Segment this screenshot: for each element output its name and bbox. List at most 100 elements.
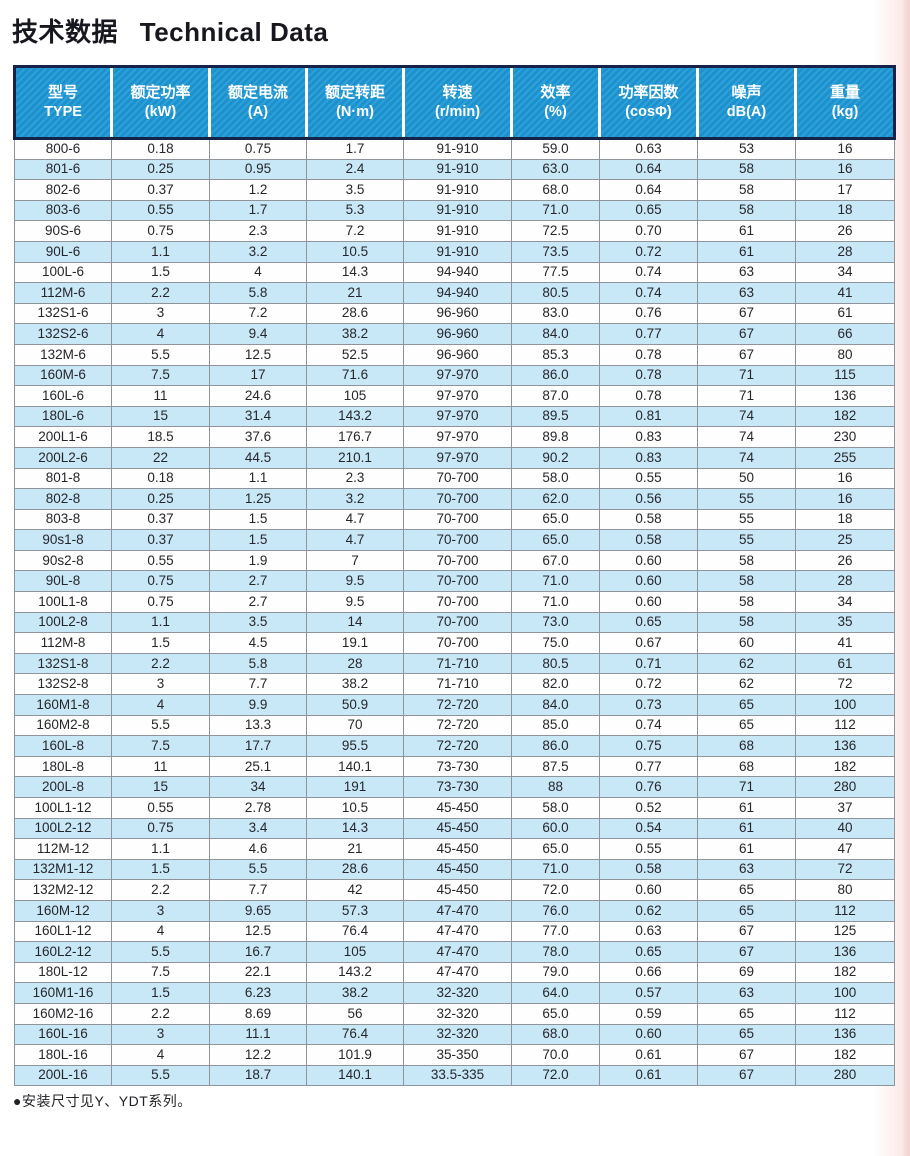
value-cell: 0.67 (599, 632, 698, 654)
table-row: 802-8 0.25 1.25 3.2 70-700 62.0 0.56 55 16 (14, 488, 895, 510)
type-cell: 802-6 (14, 179, 112, 201)
value-cell: 14.3 (306, 261, 404, 284)
value-cell: 0.75 (111, 591, 210, 613)
value-cell: 61 (697, 220, 796, 242)
value-cell: 70-700 (403, 611, 512, 634)
type-cell: 802-8 (14, 488, 112, 510)
table-row: 112M-6 2.2 5.8 21 94-940 80.5 0.74 63 41 (14, 282, 895, 304)
value-cell: 1.5 (111, 858, 210, 881)
table-row: 160L-8 7.5 17.7 95.5 72-720 86.0 0.75 68 136 (14, 735, 895, 757)
value-cell: 5.8 (209, 282, 307, 304)
value-cell: 38.2 (306, 982, 404, 1004)
column-label-zh: 噪声 (731, 83, 762, 101)
value-cell: 0.70 (599, 220, 698, 242)
value-cell: 105 (306, 941, 404, 963)
column-header-dba: 噪声 dB(A) (696, 65, 796, 140)
column-header-a: 额定电流 (A) (208, 65, 307, 140)
column-label-zh: 功率因数 (618, 83, 679, 101)
value-cell: 65.0 (511, 838, 600, 860)
type-cell: 100L2-8 (14, 611, 112, 634)
value-cell: 191 (306, 776, 404, 798)
type-cell: 180L-6 (14, 405, 112, 428)
table-row: 100L2-12 0.75 3.4 14.3 45-450 60.0 0.54 61 40 (14, 817, 895, 840)
value-cell: 71-710 (403, 673, 512, 696)
value-cell: 3.5 (306, 179, 404, 201)
value-cell: 0.64 (599, 179, 698, 201)
value-cell: 53 (697, 138, 796, 160)
value-cell: 182 (795, 405, 895, 428)
value-cell: 5.5 (111, 714, 210, 737)
value-cell: 71.0 (511, 591, 600, 613)
column-label-unit: (N·m) (336, 103, 374, 120)
value-cell: 88 (511, 776, 600, 798)
value-cell: 11.1 (209, 1023, 307, 1046)
type-cell: 112M-8 (14, 632, 112, 654)
type-cell: 132S2-6 (14, 323, 112, 345)
value-cell: 71.6 (306, 364, 404, 387)
value-cell: 143.2 (306, 961, 404, 984)
value-cell: 100 (795, 982, 895, 1004)
value-cell: 3 (111, 302, 210, 325)
value-cell: 2.7 (209, 570, 307, 593)
value-cell: 0.56 (599, 488, 698, 510)
column-label-unit: TYPE (44, 103, 82, 120)
value-cell: 65 (697, 899, 796, 922)
value-cell: 33.5-335 (403, 1064, 512, 1087)
value-cell: 28.6 (306, 858, 404, 881)
value-cell: 0.64 (599, 158, 698, 181)
value-cell: 3.2 (209, 240, 307, 263)
value-cell: 45-450 (403, 858, 512, 881)
value-cell: 83.0 (511, 302, 600, 325)
column-header-rmin: 转速 (r/min) (402, 65, 512, 140)
value-cell: 1.7 (209, 199, 307, 222)
value-cell: 9.5 (306, 591, 404, 613)
value-cell: 4 (111, 323, 210, 345)
value-cell: 70-700 (403, 467, 512, 490)
column-label-zh: 重量 (829, 83, 860, 101)
value-cell: 255 (795, 446, 895, 469)
type-cell: 200L1-6 (14, 426, 112, 448)
value-cell: 59.0 (511, 138, 600, 160)
value-cell: 94-940 (403, 282, 512, 304)
value-cell: 4 (209, 261, 307, 284)
value-cell: 280 (795, 776, 895, 798)
value-cell: 1.5 (111, 632, 210, 654)
value-cell: 4 (111, 920, 210, 943)
value-cell: 28 (795, 570, 895, 593)
value-cell: 0.63 (599, 920, 698, 943)
value-cell: 71.0 (511, 858, 600, 881)
value-cell: 96-960 (403, 323, 512, 345)
value-cell: 7 (306, 549, 404, 572)
value-cell: 91-910 (403, 179, 512, 201)
value-cell: 16 (795, 467, 895, 490)
value-cell: 115 (795, 364, 895, 387)
page-edge-shadow (902, 0, 910, 1156)
column-label-unit: (kg) (831, 103, 859, 120)
value-cell: 97-970 (403, 426, 512, 448)
value-cell: 28.6 (306, 302, 404, 325)
column-label-zh: 额定转距 (324, 83, 385, 101)
type-cell: 160L-6 (14, 385, 112, 407)
value-cell: 0.58 (599, 529, 698, 551)
value-cell: 65 (697, 694, 796, 716)
value-cell: 65.0 (511, 508, 600, 531)
value-cell: 16 (795, 488, 895, 510)
value-cell: 1.5 (209, 508, 307, 531)
value-cell: 84.0 (511, 694, 600, 716)
table-row: 132S2-8 3 7.7 38.2 71-710 82.0 0.72 62 72 (14, 673, 895, 696)
page-title-english: Technical Data (139, 17, 329, 47)
value-cell: 62 (697, 673, 796, 696)
value-cell: 0.59 (599, 1002, 698, 1025)
value-cell: 91-910 (403, 220, 512, 242)
value-cell: 24.6 (209, 385, 307, 407)
value-cell: 85.3 (511, 343, 600, 366)
value-cell: 0.78 (599, 385, 698, 407)
type-cell: 112M-6 (14, 282, 112, 304)
type-cell: 90L-8 (14, 570, 112, 593)
value-cell: 79.0 (511, 961, 600, 984)
value-cell: 10.5 (306, 797, 404, 819)
value-cell: 25.1 (209, 755, 307, 778)
table-row: 800-6 0.18 0.75 1.7 91-910 59.0 0.63 53 16 (14, 138, 895, 160)
value-cell: 78.0 (511, 941, 600, 963)
table-row: 112M-8 1.5 4.5 19.1 70-700 75.0 0.67 60 41 (14, 632, 895, 654)
